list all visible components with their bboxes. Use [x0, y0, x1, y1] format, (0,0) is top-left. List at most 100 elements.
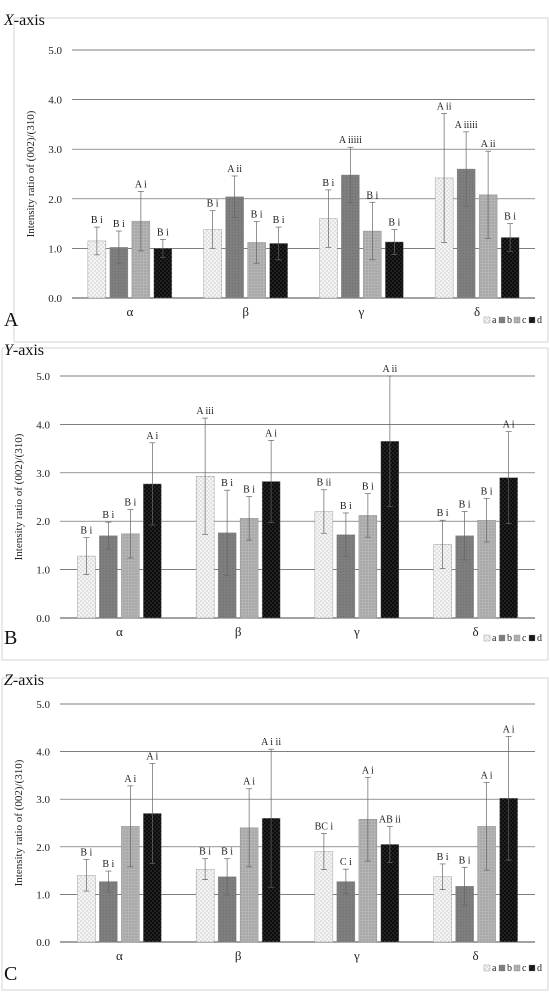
significance-label: A ii: [481, 139, 496, 150]
significance-label: B i: [504, 212, 516, 223]
significance-label: B i: [459, 855, 471, 866]
significance-label: A i: [503, 420, 515, 431]
significance-label: B i: [221, 847, 233, 858]
y-tick-label: 3.0: [36, 794, 50, 806]
significance-label: A i: [362, 765, 374, 776]
significance-label: A i ii: [261, 737, 281, 748]
category-label: β: [235, 624, 242, 639]
significance-label: B i: [459, 500, 471, 511]
significance-label: A i: [124, 774, 136, 785]
legend-swatch-a: [483, 316, 491, 324]
category-label: δ: [473, 948, 479, 963]
significance-label: B i: [113, 219, 125, 230]
significance-label: A ii: [383, 364, 398, 375]
legend-label-d: d: [537, 633, 542, 644]
y-tick-label: 2.0: [36, 516, 50, 528]
y-tick-label: 4.0: [36, 747, 50, 759]
legend-label-b: b: [507, 315, 512, 326]
y-tick-label: 5.0: [48, 45, 62, 57]
category-label: β: [235, 948, 242, 963]
significance-label: A iiiii: [455, 120, 478, 131]
significance-label: B i: [80, 848, 92, 859]
legend-label-d: d: [537, 963, 542, 974]
significance-label: BC i: [315, 821, 334, 832]
y-tick-label: 1.0: [48, 243, 62, 255]
y-axis-label: Intensity ratio of (002)/(310): [25, 110, 37, 237]
y-axis-label: Intensity ratio of (002)/(310): [13, 433, 25, 560]
significance-label: B i: [102, 859, 114, 870]
legend-label-c: c: [522, 963, 527, 974]
significance-label: B i: [366, 190, 378, 201]
legend-swatch-a: [483, 964, 491, 972]
significance-label: A ii: [227, 164, 242, 175]
category-label: γ: [353, 624, 360, 639]
category-label: γ: [353, 948, 360, 963]
category-label: α: [126, 304, 133, 319]
significance-label: B i: [481, 486, 493, 497]
significance-label: A i: [243, 777, 255, 788]
panel-label: C: [4, 963, 17, 985]
significance-label: B i: [199, 847, 211, 858]
y-tick-label: 5.0: [36, 371, 50, 383]
legend-swatch-d: [528, 316, 536, 324]
significance-label: B i: [243, 485, 255, 496]
significance-label: B i: [102, 510, 114, 521]
y-tick-label: 0.0: [36, 613, 50, 625]
significance-label: B i: [322, 178, 334, 189]
panel-frame: [1, 347, 549, 661]
significance-label: A i: [146, 752, 158, 763]
panel-title: Z-axis: [4, 672, 44, 689]
significance-label: B i: [437, 508, 449, 519]
legend-swatch-b: [498, 964, 506, 972]
legend-swatch-c: [513, 316, 521, 324]
significance-label: A i: [146, 431, 158, 442]
significance-label: B i: [437, 852, 449, 863]
panel-label: A: [4, 309, 19, 331]
y-tick-label: 2.0: [36, 842, 50, 854]
category-label: α: [116, 948, 123, 963]
legend-label-a: a: [492, 315, 497, 326]
y-tick-label: 3.0: [48, 144, 62, 156]
legend-swatch-b: [498, 316, 506, 324]
y-tick-label: 4.0: [36, 419, 50, 431]
significance-label: A i: [265, 428, 277, 439]
legend-swatch-c: [513, 964, 521, 972]
significance-label: A iiiii: [339, 135, 362, 146]
significance-label: A iii: [196, 406, 214, 417]
category-label: α: [116, 624, 123, 639]
legend-label-c: c: [522, 633, 527, 644]
category-label: β: [242, 304, 249, 319]
significance-label: B i: [207, 199, 219, 210]
significance-label: A ii: [437, 101, 452, 112]
legend-label-b: b: [507, 963, 512, 974]
panel-label: B: [4, 627, 17, 649]
legend-swatch-b: [498, 634, 506, 642]
significance-label: B i: [388, 218, 400, 229]
y-axis-label: Intensity ratio of (002)/(310): [13, 759, 25, 886]
significance-label: B i: [124, 498, 136, 509]
significance-label: A i: [135, 179, 147, 190]
y-tick-label: 4.0: [48, 95, 62, 107]
category-label: δ: [474, 304, 480, 319]
legend-label-d: d: [537, 315, 542, 326]
chart-panel-B: Y-axis 0.0 1.0 2.0 3.0 4.0 5.0 Intensity ratio …: [1, 342, 549, 661]
y-tick-label: 0.0: [48, 293, 62, 305]
significance-label: B i: [80, 526, 92, 537]
significance-label: B i: [340, 501, 352, 512]
panel-frame: [1, 677, 549, 991]
significance-label: B i: [221, 478, 233, 489]
panel-title: Y-axis: [4, 342, 44, 359]
y-tick-label: 1.0: [36, 565, 50, 577]
y-tick-label: 0.0: [36, 937, 50, 949]
significance-label: AB ii: [379, 814, 401, 825]
legend-label-a: a: [492, 963, 497, 974]
legend-label-c: c: [522, 315, 527, 326]
legend-swatch-d: [528, 634, 536, 642]
significance-label: A i: [503, 724, 515, 735]
legend-swatch-c: [513, 634, 521, 642]
legend-swatch-d: [528, 964, 536, 972]
y-tick-label: 5.0: [36, 699, 50, 711]
significance-label: B i: [91, 215, 103, 226]
legend-label-a: a: [492, 633, 497, 644]
